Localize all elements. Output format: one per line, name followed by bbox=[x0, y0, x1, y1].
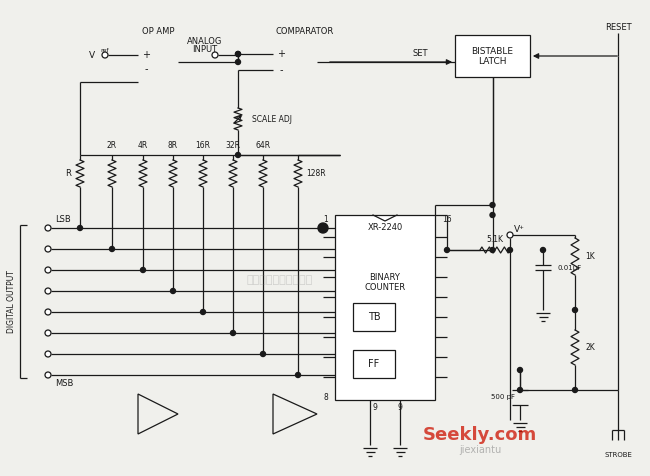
Text: OP AMP: OP AMP bbox=[142, 28, 174, 37]
Text: 2K: 2K bbox=[585, 343, 595, 352]
Text: BISTABLE: BISTABLE bbox=[471, 47, 514, 56]
Text: 4R: 4R bbox=[138, 140, 148, 149]
Text: ref: ref bbox=[100, 49, 109, 53]
Circle shape bbox=[45, 351, 51, 357]
Text: -: - bbox=[144, 64, 148, 74]
Text: TB: TB bbox=[368, 312, 380, 322]
Text: 5.1K: 5.1K bbox=[486, 236, 504, 245]
Circle shape bbox=[212, 52, 218, 58]
Circle shape bbox=[517, 367, 523, 373]
Text: BINARY: BINARY bbox=[370, 272, 400, 281]
Text: STROBE: STROBE bbox=[604, 452, 632, 458]
Text: Seekly.com: Seekly.com bbox=[423, 426, 537, 444]
Text: INPUT: INPUT bbox=[192, 46, 218, 54]
Text: 9: 9 bbox=[372, 404, 378, 413]
Text: XR-2240: XR-2240 bbox=[367, 222, 402, 231]
Text: 128R: 128R bbox=[306, 169, 326, 178]
Circle shape bbox=[445, 248, 450, 252]
Text: MSB: MSB bbox=[55, 378, 73, 387]
Circle shape bbox=[235, 51, 240, 57]
Circle shape bbox=[296, 373, 300, 377]
Text: V⁺: V⁺ bbox=[514, 225, 525, 234]
Text: 0.01μF: 0.01μF bbox=[557, 265, 581, 271]
Circle shape bbox=[235, 51, 240, 57]
Circle shape bbox=[45, 309, 51, 315]
Circle shape bbox=[45, 372, 51, 378]
Circle shape bbox=[45, 225, 51, 231]
Circle shape bbox=[318, 223, 328, 233]
Text: SET: SET bbox=[412, 50, 428, 59]
Text: RESET: RESET bbox=[604, 22, 631, 31]
Text: LSB: LSB bbox=[55, 216, 71, 225]
Text: 杭州格睿科技有限公司: 杭州格睿科技有限公司 bbox=[247, 275, 313, 285]
Text: R: R bbox=[65, 169, 71, 178]
Text: -: - bbox=[280, 65, 283, 75]
Circle shape bbox=[140, 268, 146, 272]
Circle shape bbox=[45, 288, 51, 294]
Text: +: + bbox=[142, 50, 150, 60]
Bar bbox=[335, 215, 435, 400]
Text: 64R: 64R bbox=[255, 140, 270, 149]
Circle shape bbox=[573, 387, 577, 393]
Text: 32R: 32R bbox=[226, 140, 240, 149]
Circle shape bbox=[45, 330, 51, 336]
Text: ANALOG: ANALOG bbox=[187, 38, 223, 47]
Text: SCALE ADJ: SCALE ADJ bbox=[252, 115, 292, 123]
Circle shape bbox=[170, 288, 176, 294]
Circle shape bbox=[541, 248, 545, 252]
Text: LATCH: LATCH bbox=[478, 58, 507, 67]
Circle shape bbox=[490, 248, 495, 252]
Circle shape bbox=[261, 351, 265, 357]
Circle shape bbox=[490, 212, 495, 218]
Circle shape bbox=[508, 248, 512, 252]
Bar bbox=[353, 350, 395, 378]
Circle shape bbox=[573, 307, 577, 313]
Text: COMPARATOR: COMPARATOR bbox=[276, 28, 334, 37]
Circle shape bbox=[231, 330, 235, 336]
Text: FF: FF bbox=[369, 359, 380, 369]
Text: 8: 8 bbox=[323, 393, 328, 401]
Circle shape bbox=[102, 52, 108, 58]
Text: 1K: 1K bbox=[585, 252, 595, 261]
Text: 1: 1 bbox=[323, 215, 328, 224]
Circle shape bbox=[235, 152, 240, 158]
Circle shape bbox=[200, 309, 205, 315]
Circle shape bbox=[77, 226, 83, 230]
Circle shape bbox=[109, 247, 114, 251]
Circle shape bbox=[45, 246, 51, 252]
Text: 8R: 8R bbox=[168, 140, 178, 149]
Circle shape bbox=[507, 232, 513, 238]
Text: V: V bbox=[89, 50, 95, 60]
Text: DIGITAL OUTPUT: DIGITAL OUTPUT bbox=[8, 270, 16, 333]
Circle shape bbox=[45, 267, 51, 273]
Text: 9: 9 bbox=[398, 404, 402, 413]
Circle shape bbox=[490, 202, 495, 208]
Circle shape bbox=[235, 60, 240, 65]
Text: 16R: 16R bbox=[196, 140, 211, 149]
Text: 2R: 2R bbox=[107, 140, 117, 149]
Text: +: + bbox=[277, 49, 285, 59]
Text: jiexiantu: jiexiantu bbox=[459, 445, 501, 455]
Text: 16: 16 bbox=[442, 215, 452, 224]
Text: 500 pF: 500 pF bbox=[491, 395, 515, 400]
Bar bbox=[353, 303, 395, 331]
Text: COUNTER: COUNTER bbox=[365, 282, 406, 291]
Bar bbox=[455, 35, 530, 77]
Circle shape bbox=[517, 387, 523, 393]
